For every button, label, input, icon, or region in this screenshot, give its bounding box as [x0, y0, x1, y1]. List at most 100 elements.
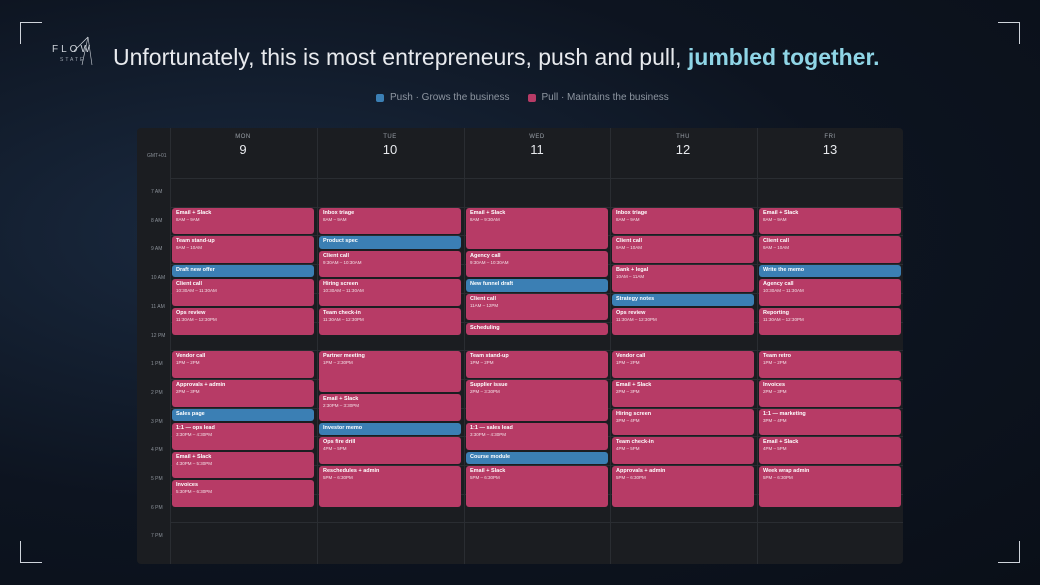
- calendar-event-pull[interactable]: Vendor call 1PM – 2PM: [172, 351, 314, 378]
- day-header-wed[interactable]: WED 11: [464, 134, 610, 157]
- day-name: WED: [529, 134, 545, 140]
- calendar-event-pull[interactable]: Email + Slack 8AM – 9:30AM: [466, 207, 608, 249]
- event-title: Approvals + admin: [176, 381, 226, 388]
- calendar-event-pull[interactable]: Email + Slack 5PM – 6:30PM: [466, 466, 608, 508]
- event-time: 11:30AM – 12:30PM: [323, 317, 364, 323]
- calendar-event-pull[interactable]: Invoices 2PM – 3PM: [759, 379, 901, 407]
- calendar-event-pull[interactable]: Bank + legal 10AM – 11AM: [612, 265, 754, 292]
- event-title: Week wrap admin: [763, 468, 810, 474]
- calendar-event-pull[interactable]: Hiring screen 10:30AM – 11:30AM: [319, 279, 461, 307]
- event-time: 8AM – 9:30AM: [470, 216, 500, 222]
- calendar-event-pull[interactable]: Email + Slack 2:30PM – 3:30PM: [319, 394, 461, 421]
- day-header-mon[interactable]: MON 9: [170, 134, 316, 157]
- event-title: Vendor call: [616, 353, 646, 360]
- calendar-event-pull[interactable]: Reporting 11:30AM – 12:30PM: [759, 308, 901, 335]
- calendar-event-pull[interactable]: Team check-in 11:30AM – 12:30PM: [319, 308, 461, 335]
- calendar-event-pull[interactable]: Ops fire drill 4PM – 5PM: [319, 437, 461, 464]
- calendar-event-pull[interactable]: Team check-in 4PM – 5PM: [612, 437, 754, 464]
- event-time: 2PM – 3PM: [763, 388, 787, 394]
- event-time: 10:30AM – 11:30AM: [176, 288, 217, 294]
- frame-corner-bottom-right: [998, 541, 1020, 563]
- event-title: Client call: [763, 238, 789, 245]
- calendar-event-push[interactable]: Draft new offer: [172, 265, 314, 278]
- calendar-event-pull[interactable]: Email + Slack 4PM – 5PM: [759, 437, 901, 464]
- event-title: Partner meeting: [323, 353, 365, 360]
- calendar-event-pull[interactable]: Week wrap admin 5PM – 6:30PM: [759, 466, 901, 508]
- hour-gridline: [170, 378, 903, 380]
- calendar-event-pull[interactable]: Approvals + admin 2PM – 3PM: [172, 379, 314, 407]
- calendar-event-pull[interactable]: Supplier issue 2PM – 3:30PM: [466, 379, 608, 421]
- calendar-event-push[interactable]: Write the memo: [759, 265, 901, 278]
- calendar-event-pull[interactable]: Ops review 11:30AM – 12:30PM: [172, 308, 314, 335]
- event-time: 9AM – 10AM: [176, 245, 203, 251]
- event-title: Sales page: [176, 410, 205, 417]
- day-divider: [757, 128, 758, 564]
- day-name: FRI: [824, 134, 836, 140]
- calendar-event-pull[interactable]: Vendor call 1PM – 2PM: [612, 351, 754, 378]
- calendar-event-push[interactable]: Course module: [466, 451, 608, 464]
- calendar-event-pull[interactable]: Inbox triage 8AM – 9AM: [319, 207, 461, 235]
- frame-corner-bottom-left: [20, 541, 42, 563]
- event-title: Team check-in: [323, 310, 361, 317]
- calendar-event-pull[interactable]: Approvals + admin 5PM – 6:30PM: [612, 466, 754, 508]
- event-time: 1PM – 2PM: [176, 360, 200, 366]
- calendar-event-push[interactable]: Product spec: [319, 236, 461, 249]
- event-time: 5PM – 6:30PM: [616, 475, 646, 480]
- calendar-event-pull[interactable]: Invoices 5:30PM – 6:30PM: [172, 480, 314, 508]
- event-time: 11:30AM – 12:30PM: [176, 317, 217, 323]
- calendar-event-pull[interactable]: Team stand-up 1PM – 2PM: [466, 351, 608, 378]
- event-time: 10:30AM – 11:30AM: [763, 288, 804, 294]
- calendar-event-pull[interactable]: Partner meeting 1PM – 2:30PM: [319, 351, 461, 393]
- page-title: Unfortunately, this is most entrepreneur…: [113, 44, 880, 71]
- event-time: 11:30AM – 12:30PM: [763, 317, 804, 323]
- hour-gridline: [170, 350, 903, 352]
- day-number: 13: [822, 142, 838, 157]
- day-divider: [464, 128, 465, 564]
- calendar-event-pull[interactable]: Hiring screen 3PM – 4PM: [612, 408, 754, 436]
- day-header-tue[interactable]: TUE 10: [317, 134, 463, 157]
- day-header-thu[interactable]: THU 12: [610, 134, 756, 157]
- calendar-event-pull[interactable]: 1:1 — marketing 3PM – 4PM: [759, 408, 901, 436]
- calendar-event-pull[interactable]: Client call 10:30AM – 11:30AM: [172, 279, 314, 307]
- event-time: 4PM – 5PM: [616, 446, 640, 452]
- calendar-event-pull[interactable]: Inbox triage 8AM – 9AM: [612, 207, 754, 235]
- calendar-event-pull[interactable]: Email + Slack 2PM – 3PM: [612, 379, 754, 407]
- calendar-event-pull[interactable]: Reschedules + admin 5PM – 6:30PM: [319, 466, 461, 508]
- calendar-event-push[interactable]: Sales page: [172, 408, 314, 421]
- event-title: Reporting: [763, 310, 789, 317]
- event-time: 11AM – 12PM: [470, 302, 499, 308]
- hour-label: 4 PM: [151, 447, 163, 454]
- event-time: 2PM – 3:30PM: [470, 388, 500, 394]
- calendar-event-pull[interactable]: Agency call 10:30AM – 11:30AM: [759, 279, 901, 307]
- calendar-event-pull[interactable]: 1:1 — sales lead 3:30PM – 4:30PM: [466, 422, 608, 450]
- event-time: 5PM – 6:30PM: [323, 475, 353, 480]
- event-time: 9:30AM – 10:30AM: [470, 259, 509, 265]
- calendar-event-pull[interactable]: 1:1 — ops lead 3:30PM – 4:30PM: [172, 422, 314, 450]
- calendar-event-push[interactable]: Investor memo: [319, 422, 461, 436]
- calendar-event-pull[interactable]: Client call 11AM – 12PM: [466, 293, 608, 321]
- day-header-fri[interactable]: FRI 13: [757, 134, 903, 157]
- calendar-event-pull[interactable]: Client call 9AM – 10AM: [759, 236, 901, 264]
- calendar-event-pull[interactable]: Client call 9:30AM – 10:30AM: [319, 250, 461, 278]
- calendar-event-pull[interactable]: Email + Slack 8AM – 9AM: [759, 207, 901, 235]
- calendar-event-push[interactable]: New funnel draft: [466, 279, 608, 292]
- calendar-event-pull[interactable]: Agency call 9:30AM – 10:30AM: [466, 250, 608, 278]
- event-title: Scheduling: [470, 324, 500, 331]
- calendar-event-pull[interactable]: Scheduling: [466, 322, 608, 335]
- calendar-event-pull[interactable]: Email + Slack 4:30PM – 5:30PM: [172, 451, 314, 479]
- event-time: 1PM – 2:30PM: [323, 360, 353, 366]
- calendar-event-pull[interactable]: Ops review 11:30AM – 12:30PM: [612, 308, 754, 335]
- calendar-event-pull[interactable]: Team stand-up 9AM – 10AM: [172, 236, 314, 264]
- event-title: Email + Slack: [763, 209, 799, 216]
- event-title: Client call: [470, 295, 496, 302]
- calendar-event-pull[interactable]: Email + Slack 8AM – 9AM: [172, 207, 314, 235]
- event-title: Inbox triage: [323, 209, 355, 216]
- hour-label: 8 AM: [151, 217, 163, 224]
- event-title: Email + Slack: [176, 453, 212, 460]
- calendar-event-pull[interactable]: Client call 9AM – 10AM: [612, 236, 754, 264]
- calendar-event-push[interactable]: Strategy notes: [612, 293, 754, 307]
- calendar-event-pull[interactable]: Team retro 1PM – 2PM: [759, 351, 901, 378]
- event-time: 3PM – 4PM: [763, 417, 787, 423]
- hour-label: 1 PM: [151, 361, 163, 368]
- event-time: 8AM – 9AM: [176, 216, 200, 222]
